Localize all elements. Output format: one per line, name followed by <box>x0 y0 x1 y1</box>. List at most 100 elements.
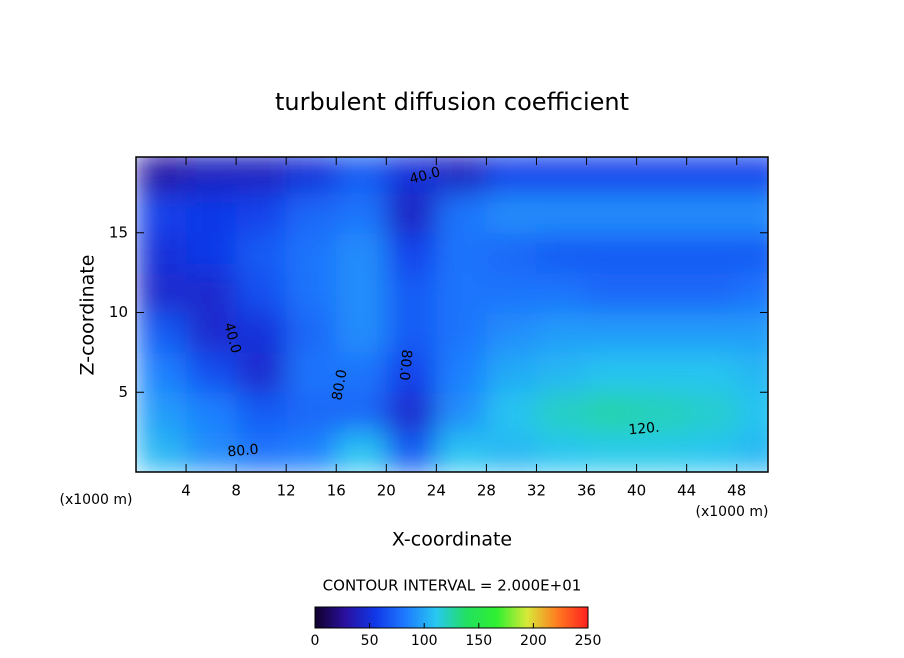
field-cell <box>336 312 387 353</box>
field-cell <box>136 432 187 472</box>
field-cell <box>536 192 588 234</box>
field-cell <box>686 432 738 472</box>
field-cell <box>686 272 738 314</box>
field-cell <box>236 352 287 393</box>
plot-frame <box>135 156 769 473</box>
field-cell <box>386 157 437 194</box>
field-cell <box>736 192 768 234</box>
field-cell <box>636 272 688 314</box>
colorbar-tick-label: 50 <box>361 633 379 649</box>
colorbar-tick-label: 150 <box>465 633 492 649</box>
field-cell <box>386 352 437 393</box>
field-cell <box>436 157 487 194</box>
field-cell <box>286 392 337 433</box>
field-cell <box>536 352 588 393</box>
field-cell <box>586 232 638 274</box>
field-cell <box>436 312 487 353</box>
field-cell <box>186 272 237 314</box>
field-cell <box>486 392 537 433</box>
x-tick-label: 24 <box>427 482 446 500</box>
colorbar <box>314 606 589 629</box>
field-cell <box>136 352 187 393</box>
field-cell <box>536 232 588 274</box>
x-tick-label: 48 <box>727 482 746 500</box>
field-cell <box>736 157 768 194</box>
field-cell <box>186 157 237 194</box>
field-cell <box>286 272 337 314</box>
field-cell <box>386 272 437 314</box>
colorbar-tick-label: 0 <box>311 633 320 649</box>
field-cell <box>386 232 437 274</box>
field-cell <box>336 272 387 314</box>
field-cell <box>736 432 768 472</box>
field-cell <box>586 312 638 353</box>
field-cell <box>636 432 688 472</box>
field-cell <box>736 272 768 314</box>
field-cell <box>686 392 738 433</box>
field-cell <box>636 392 688 433</box>
field-cell <box>386 192 437 234</box>
field-cell <box>286 352 337 393</box>
field-cell <box>486 432 537 472</box>
field-cell <box>136 192 187 234</box>
field-cell <box>386 312 437 353</box>
field-cell <box>336 157 387 194</box>
field-cell <box>536 432 588 472</box>
field <box>136 157 768 472</box>
y-tick-label: 5 <box>118 383 128 401</box>
field-cell <box>286 232 337 274</box>
field-cell <box>736 392 768 433</box>
overlay: 4 8 12 16 20 24 28 32 36 40 44 485101540.040.080.08… <box>109 156 769 649</box>
field-cell <box>236 192 287 234</box>
field-cell <box>436 192 487 234</box>
field-cell <box>136 312 187 353</box>
field-cell <box>686 157 738 194</box>
field-cell <box>536 392 588 433</box>
field-cell <box>336 392 387 433</box>
x-tick-label: 40 <box>627 482 646 500</box>
contour-interval: CONTOUR INTERVAL = 2.000E+01 <box>323 577 582 595</box>
field-cell <box>686 312 738 353</box>
field-cell <box>186 352 237 393</box>
x-tick-label: 12 <box>277 482 296 500</box>
x-tick-label: 16 <box>327 482 346 500</box>
field-cell <box>186 312 237 353</box>
field-cell <box>336 352 387 393</box>
field-cell <box>486 232 537 274</box>
x-tick-label: 32 <box>527 482 546 500</box>
field-cell <box>236 272 287 314</box>
y-tick-label: 15 <box>109 223 128 241</box>
field-cell <box>136 392 187 433</box>
contour-label: 120. <box>628 420 660 439</box>
chart-title: turbulent diffusion coefficient <box>275 88 629 116</box>
field-cell <box>186 192 237 234</box>
field-cell <box>286 432 337 472</box>
contour-label: 80.0 <box>396 349 415 381</box>
field-cell <box>136 157 187 194</box>
field-cell <box>236 157 287 194</box>
field-cell <box>736 312 768 353</box>
colorbar-tick-label: 250 <box>575 633 602 649</box>
field-cell <box>186 392 237 433</box>
colorbar-tick-label: 100 <box>411 633 438 649</box>
field-cell <box>136 232 187 274</box>
field-cell <box>136 272 187 314</box>
contour-label: 40.0 <box>408 164 442 188</box>
field-cell <box>636 157 688 194</box>
x-tick-label: 4 <box>181 482 191 500</box>
field-cell <box>236 432 287 472</box>
field-cell <box>736 232 768 274</box>
field-cell <box>586 192 638 234</box>
field-cell <box>636 232 688 274</box>
field-cell <box>586 432 638 472</box>
field-cell <box>236 312 287 353</box>
x-axis-label: X-coordinate <box>392 529 512 551</box>
y-axis-label: Z-coordinate <box>77 255 99 376</box>
x-tick-label: 28 <box>477 482 496 500</box>
field-cell <box>186 432 237 472</box>
field-cell <box>286 157 337 194</box>
field-cell <box>686 352 738 393</box>
field-cell <box>486 352 537 393</box>
field-cell <box>436 352 487 393</box>
